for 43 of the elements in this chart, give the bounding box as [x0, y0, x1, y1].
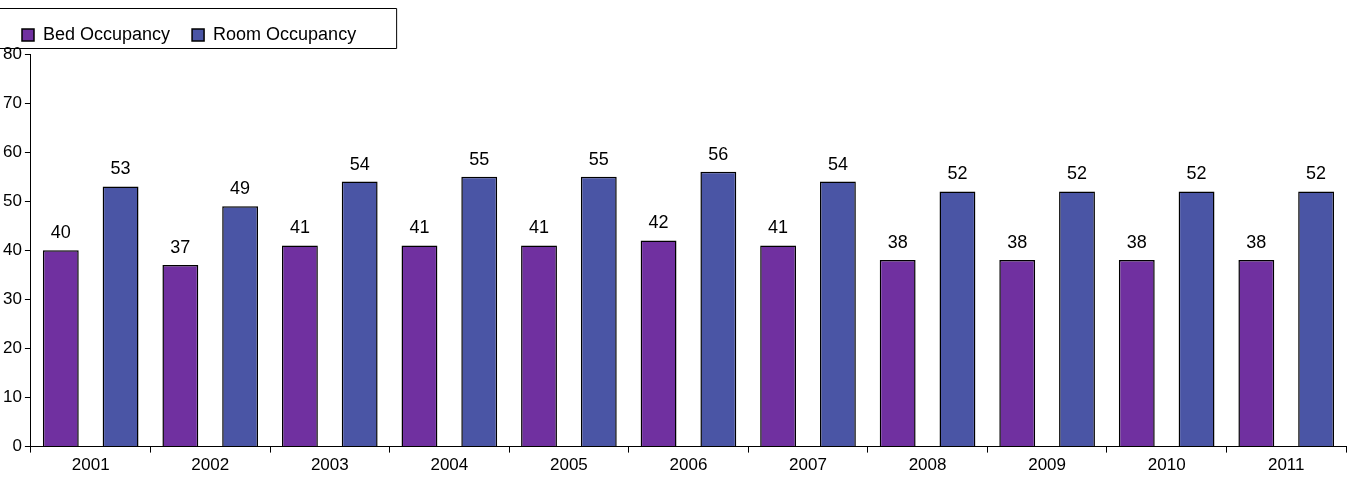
data-label: 38	[1007, 232, 1028, 253]
y-tick-label: 70	[2, 92, 22, 112]
y-tick-label: 40	[2, 239, 22, 259]
data-label: 52	[1186, 163, 1207, 184]
data-label: 54	[827, 153, 848, 174]
y-tick-label: 30	[2, 289, 22, 309]
x-tick-label: 2007	[789, 455, 827, 475]
data-label: 52	[1066, 163, 1088, 184]
data-label: 37	[170, 236, 191, 257]
x-tick-label: 2004	[430, 455, 469, 475]
x-tick-label: 2009	[1028, 455, 1067, 475]
data-label: 42	[648, 212, 669, 233]
y-tick-label: 10	[2, 387, 22, 407]
x-tick-label: 2008	[908, 455, 947, 475]
data-label: 49	[230, 178, 251, 199]
data-label: 56	[708, 143, 729, 164]
data-label: 52	[947, 163, 968, 184]
x-tick-label: 2011	[1267, 455, 1305, 475]
legend-label: Bed Occupancy	[43, 23, 171, 44]
data-label: 41	[768, 217, 789, 238]
y-tick-label: 0	[12, 436, 22, 456]
data-label: 41	[529, 217, 550, 238]
data-label: 41	[409, 217, 430, 238]
data-label: 38	[887, 232, 908, 253]
data-label: 55	[588, 148, 609, 169]
x-tick-label: 2003	[310, 455, 349, 475]
x-tick-label: 2010	[1147, 455, 1186, 475]
y-tick-label: 50	[2, 190, 22, 210]
x-tick-label: 2002	[191, 455, 230, 475]
data-label: 53	[110, 158, 131, 179]
data-label: 38	[1246, 232, 1267, 253]
data-label: 54	[349, 153, 370, 174]
data-label: 55	[469, 148, 490, 169]
x-tick-label: 2005	[549, 455, 588, 475]
data-label: 38	[1126, 232, 1147, 253]
y-tick-label: 20	[2, 338, 22, 358]
x-tick-label: 2006	[669, 455, 708, 475]
data-label: 52	[1306, 163, 1327, 184]
data-label: 41	[289, 217, 310, 238]
x-tick-label: 2001	[71, 455, 110, 475]
y-tick-label: 60	[2, 141, 22, 161]
data-label: 40	[50, 222, 71, 243]
legend-label: Room Occupancy	[213, 23, 357, 44]
